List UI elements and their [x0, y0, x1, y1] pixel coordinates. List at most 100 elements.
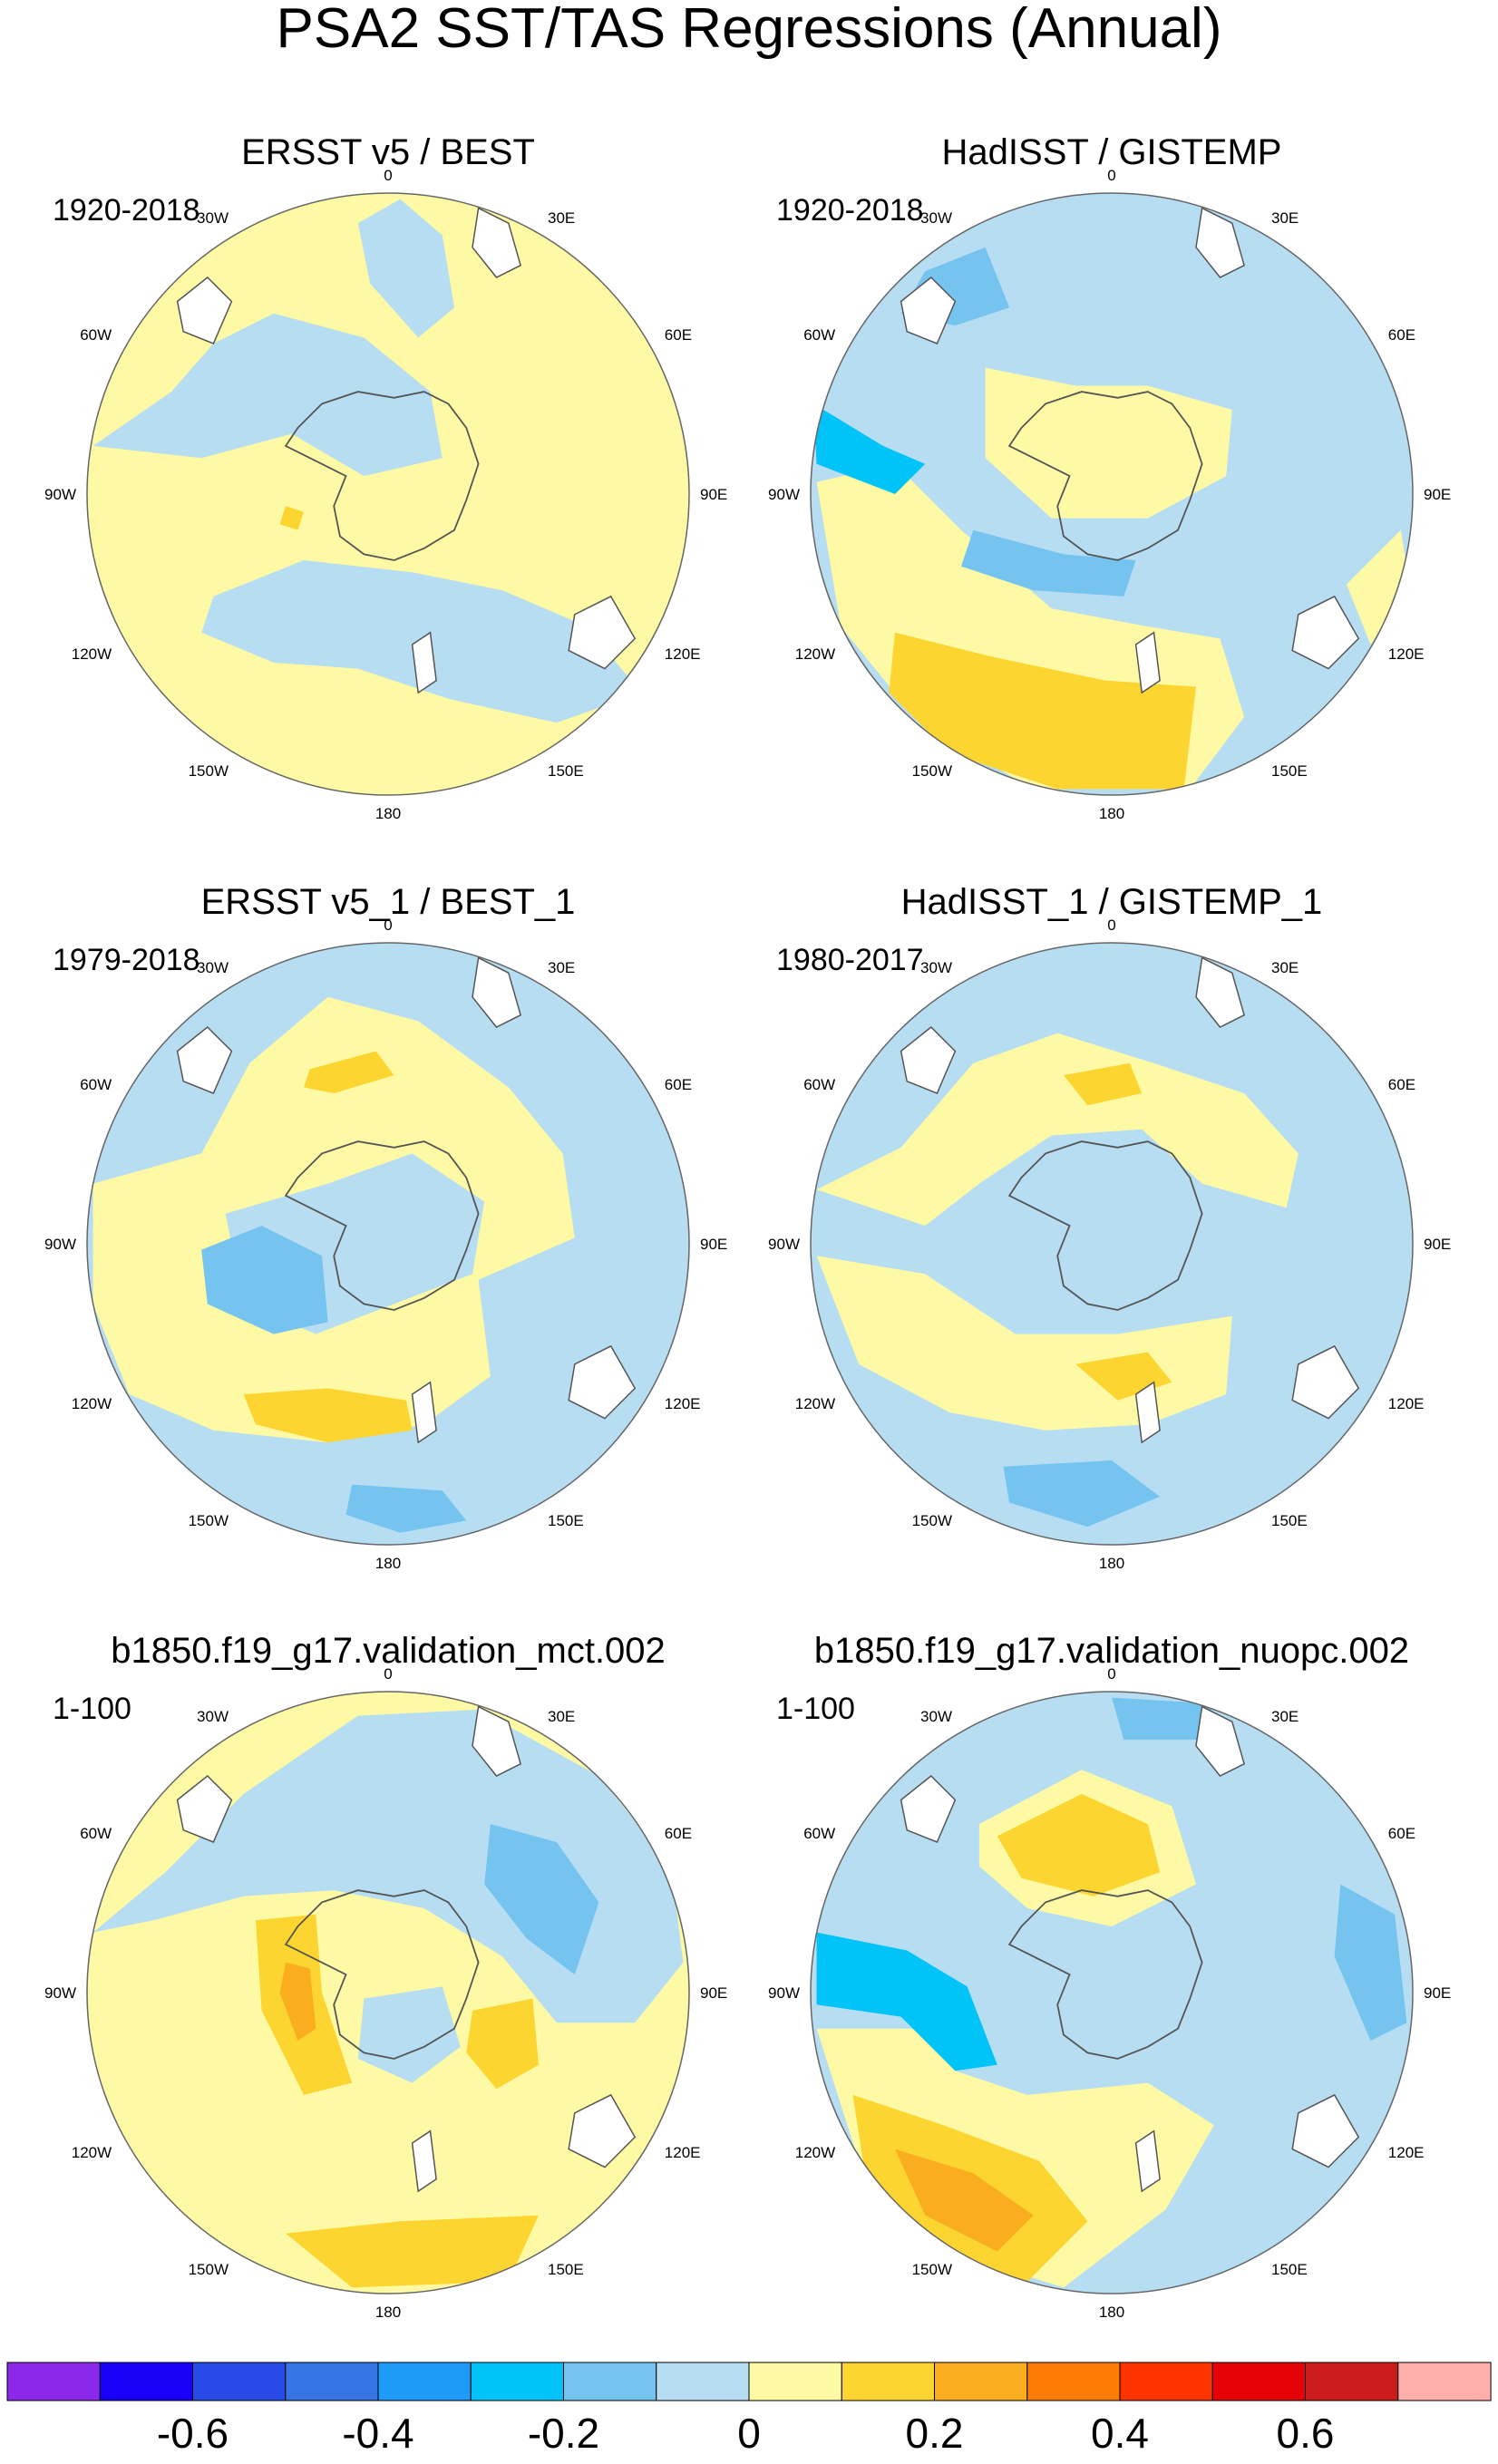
- longitude-label: 0: [384, 167, 392, 184]
- longitude-label: 90W: [44, 486, 76, 503]
- longitude-label: 150W: [912, 1512, 952, 1529]
- antarctica-coastline: [1007, 1140, 1203, 1311]
- land-mask: [176, 276, 233, 344]
- longitude-label: 60W: [803, 1076, 835, 1093]
- colorbar-swatch: [563, 2362, 657, 2401]
- contour-region: [1334, 1884, 1407, 2042]
- longitude-label: 0: [1107, 167, 1115, 184]
- longitude-label: 30W: [197, 209, 229, 227]
- longitude-label: 180: [375, 805, 401, 822]
- longitude-label: 30W: [920, 959, 952, 976]
- colorbar-swatch: [1211, 2362, 1307, 2401]
- longitude-label: 90E: [1424, 1236, 1451, 1253]
- land-mask: [176, 1774, 233, 1843]
- longitude-label: 60E: [665, 326, 692, 344]
- land-mask: [1195, 956, 1245, 1028]
- contour-region: [895, 2149, 1034, 2252]
- contour-fill-group: [87, 193, 689, 795]
- map-panel: HadISST / GISTEMP 1920-2018 0 30E 60E 90E 120E…: [768, 132, 1451, 822]
- contour-region: [985, 367, 1232, 519]
- contour-base: [811, 943, 1413, 1545]
- antarctica-coastline: [284, 391, 480, 561]
- map-panel: ERSST v5 / BEST 1920-2018 0 30E 60E 90E 120E 15…: [44, 132, 727, 822]
- longitude-label: 120E: [665, 1395, 701, 1412]
- longitude-label: 30E: [1271, 209, 1299, 227]
- longitude-label: 90E: [700, 486, 727, 503]
- land-mask: [1195, 207, 1245, 278]
- panel-title: ERSST v5_1 / BEST_1: [201, 882, 576, 922]
- land-mask: [900, 276, 957, 344]
- land-mask: [900, 1774, 957, 1843]
- longitude-label: 60W: [80, 1076, 112, 1093]
- panel-period: 1920-2018: [53, 193, 200, 228]
- panel-period: 1-100: [776, 1692, 855, 1726]
- land-mask: [1291, 2093, 1360, 2168]
- colorbar-tick-label: -0.4: [342, 2410, 413, 2457]
- longitude-label: 60W: [803, 326, 835, 344]
- panel-title: b1850.f19_g17.validation_mct.002: [111, 1631, 666, 1671]
- longitude-label: 30W: [920, 209, 952, 227]
- longitude-label: 150W: [189, 1512, 229, 1529]
- longitude-label: 150W: [912, 2261, 952, 2278]
- contour-region: [92, 313, 443, 477]
- contour-region: [997, 1793, 1161, 1897]
- colorbar-swatch: [1026, 2362, 1121, 2401]
- colorbar-swatch: [6, 2362, 101, 2401]
- longitude-label: 150E: [548, 2261, 584, 2278]
- panel-title: HadISST / GISTEMP: [942, 132, 1282, 172]
- map-rim: [810, 192, 1414, 796]
- antarctica-coastline: [1007, 1889, 1203, 2060]
- land-mask: [472, 207, 521, 278]
- colorbar-tick-label: 0.6: [1277, 2410, 1335, 2457]
- longitude-label: 120E: [1388, 645, 1425, 663]
- land-mask: [1134, 1381, 1161, 1444]
- longitude-label: 30W: [197, 959, 229, 976]
- longitude-label: 0: [1107, 917, 1115, 934]
- contour-region: [889, 632, 1196, 790]
- contour-region: [304, 1051, 394, 1093]
- longitude-label: 120W: [72, 645, 112, 663]
- longitude-label: 150E: [1271, 1512, 1308, 1529]
- longitude-label: 150E: [1271, 2261, 1308, 2278]
- panel-period: 1-100: [53, 1692, 131, 1726]
- map-panel: b1850.f19_g17.validation_nuopc.002 1-100 0…: [768, 1631, 1451, 2321]
- longitude-label: 60E: [1388, 1825, 1415, 1842]
- map-rim: [86, 942, 690, 1546]
- longitude-label: 90E: [700, 1236, 727, 1253]
- land-mask: [900, 1025, 957, 1094]
- longitude-label: 0: [384, 917, 392, 934]
- longitude-label: 60W: [80, 1825, 112, 1842]
- longitude-label: 150E: [548, 1512, 584, 1529]
- longitude-label: 30W: [920, 1708, 952, 1725]
- contour-region: [201, 1226, 328, 1334]
- contour-region: [813, 403, 926, 494]
- contour-fill-group: [811, 193, 1413, 795]
- contour-region: [286, 2215, 539, 2288]
- longitude-label: 60E: [1388, 1076, 1415, 1093]
- panel-title: b1850.f19_g17.validation_nuopc.002: [814, 1631, 1409, 1671]
- antarctica-coastline: [284, 1140, 480, 1311]
- colorbar-tick-label: 0.4: [1091, 2410, 1149, 2457]
- colorbar-swatch: [934, 2362, 1028, 2401]
- longitude-label: 90W: [44, 1236, 76, 1253]
- longitude-label: 30E: [548, 209, 575, 227]
- longitude-label: 30E: [548, 959, 575, 976]
- colorbar-tick-label: 0.2: [906, 2410, 964, 2457]
- contour-region: [1112, 1697, 1214, 1741]
- longitude-label: 120E: [665, 645, 701, 663]
- longitude-label: 0: [384, 1665, 392, 1683]
- longitude-label: 90W: [44, 1984, 76, 2002]
- colorbar-swatch: [841, 2362, 936, 2401]
- panel-title: ERSST v5 / BEST: [241, 132, 535, 172]
- longitude-label: 150W: [189, 762, 229, 780]
- panel-period: 1980-2017: [776, 943, 924, 977]
- longitude-label: 30E: [548, 1708, 575, 1725]
- longitude-label: 60E: [665, 1076, 692, 1093]
- longitude-label: 120W: [72, 1395, 112, 1412]
- contour-region: [816, 1033, 1299, 1227]
- land-mask: [568, 1344, 637, 1420]
- longitude-label: 120E: [665, 2144, 701, 2161]
- colorbar-swatch: [1305, 2362, 1399, 2401]
- longitude-label: 180: [375, 2304, 401, 2321]
